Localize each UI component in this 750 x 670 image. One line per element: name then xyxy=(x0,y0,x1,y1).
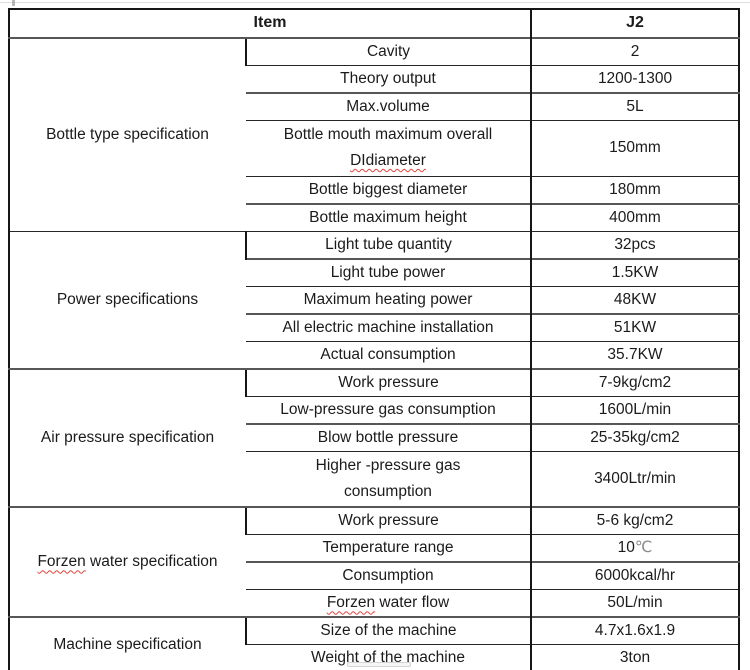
page-edge-line xyxy=(0,2,750,3)
item-cell: Consumption xyxy=(246,561,531,590)
item-cell: Bottle maximum height xyxy=(246,202,531,232)
table-row: Theory output 1200-1300 xyxy=(9,64,739,93)
item-cell: All electric machine installation xyxy=(246,312,531,342)
table-row: Temperature range 10℃ xyxy=(9,534,739,563)
table-row: Actual consumption 35.7KW xyxy=(9,340,739,369)
item-cell: Size of the machine xyxy=(245,616,531,645)
value-cell: 4.7x1.6x1.9 xyxy=(530,616,739,645)
table-row: Bottle type specification Cavity 2 xyxy=(9,36,739,232)
value-cell: 48KW xyxy=(530,285,739,314)
scroll-handle-artifact xyxy=(347,662,411,667)
table-row: Blow bottle pressure 25-35kg/cm2 xyxy=(9,422,739,452)
item-cell: Work pressure xyxy=(245,506,531,535)
item-cell: Light tube quantity xyxy=(245,230,531,259)
header-item-cell: Item xyxy=(253,14,287,31)
value-cell: 50L/min xyxy=(530,589,739,618)
table-row: Light tube power 1.5KW xyxy=(9,257,739,287)
table-row: Bottle biggest diameter 180mm xyxy=(9,175,739,204)
specification-table: Item J2 Bottle type specification Cavity… xyxy=(8,8,740,670)
group-label-rest: water specification xyxy=(85,553,218,571)
item-cell: Light tube power xyxy=(246,257,531,287)
item-text-line2: DIdiameter xyxy=(250,148,526,174)
item-cell: Forzen water flow xyxy=(246,589,531,618)
table-row: Machine specification Size of the machin… xyxy=(9,616,739,670)
table-row: Max.volume 5L xyxy=(9,91,739,121)
value-cell: 180mm xyxy=(530,175,739,204)
header-model-cell: J2 xyxy=(530,9,739,38)
item-cell: Theory output xyxy=(246,64,531,93)
item-cell: Max.volume xyxy=(246,91,531,121)
value-cell: 2 xyxy=(530,36,739,66)
item-cell: Actual consumption xyxy=(246,340,531,369)
group-cell-air-pressure: Air pressure specification xyxy=(9,367,246,508)
table-row: Low-pressure gas consumption 1600L/min xyxy=(9,395,739,424)
item-cell: Low-pressure gas consumption xyxy=(246,395,531,424)
item-text-line2: consumption xyxy=(344,483,432,501)
table-row: Bottle mouth maximum overall DIdiameter … xyxy=(9,119,739,177)
table-row: Forzen water flow 50L/min xyxy=(9,589,739,618)
table-row: Power specifications Light tube quantity… xyxy=(9,230,739,369)
value-cell: 150mm xyxy=(530,119,739,177)
value-cell: 5L xyxy=(530,91,739,121)
item-text-line1: Higher -pressure gas xyxy=(315,456,461,474)
value-cell: 3ton xyxy=(530,644,739,670)
item-cell: Work pressure xyxy=(245,367,531,397)
degree-symbol: ℃ xyxy=(634,539,653,557)
value-cell: 35.7KW xyxy=(530,340,739,369)
value-cell: 32pcs xyxy=(530,230,739,259)
misspelled-word: Forzen xyxy=(326,594,376,612)
value-cell: 1.5KW xyxy=(530,257,739,287)
item-cell: Bottle mouth maximum overall DIdiameter xyxy=(246,119,531,177)
value-cell: 7-9kg/cm2 xyxy=(530,367,739,397)
value-cell: 25-35kg/cm2 xyxy=(530,422,739,452)
value-cell: 51KW xyxy=(530,312,739,342)
table-header-row: Item J2 xyxy=(9,9,739,38)
item-cell: Higher -pressure gas consumption xyxy=(246,450,531,508)
misspelled-word: Forzen xyxy=(37,553,86,571)
value-cell: 400mm xyxy=(530,202,739,232)
value-cell: 1600L/min xyxy=(530,395,739,424)
item-cell: Bottle biggest diameter xyxy=(246,175,531,204)
value-cell: 6000kcal/hr xyxy=(530,561,739,590)
table-row: Consumption 6000kcal/hr xyxy=(9,561,739,590)
misspelled-word: DIdiameter xyxy=(350,152,426,170)
value-cell: 3400Ltr/min xyxy=(530,450,739,508)
table-handle-tick xyxy=(12,0,15,6)
table-row: Maximum heating power 48KW xyxy=(9,285,739,314)
table-row: Air pressure specification Work pressure… xyxy=(9,367,739,508)
item-cell: Blow bottle pressure xyxy=(246,422,531,452)
group-cell-frozen-water: Forzen water specification xyxy=(9,506,246,618)
value-number: 10 xyxy=(617,539,635,557)
value-cell: 5-6 kg/cm2 xyxy=(530,506,739,535)
group-cell-bottle-type: Bottle type specification xyxy=(9,36,246,232)
item-cell: Temperature range xyxy=(246,534,531,563)
value-cell: 1200-1300 xyxy=(530,64,739,93)
table-row: Higher -pressure gas consumption 3400Ltr… xyxy=(9,450,739,508)
table-row: Forzen water specification Work pressure… xyxy=(9,506,739,618)
value-cell: 10℃ xyxy=(530,534,739,563)
group-cell-machine: Machine specification xyxy=(9,616,246,670)
item-cell: Cavity xyxy=(245,36,531,66)
group-cell-power: Power specifications xyxy=(9,230,246,369)
item-text-rest: water flow xyxy=(375,594,450,612)
item-text-line1: Bottle mouth maximum overall xyxy=(283,125,493,143)
table-row: Bottle maximum height 400mm xyxy=(9,202,739,232)
table-row: All electric machine installation 51KW xyxy=(9,312,739,342)
item-cell: Maximum heating power xyxy=(246,285,531,314)
